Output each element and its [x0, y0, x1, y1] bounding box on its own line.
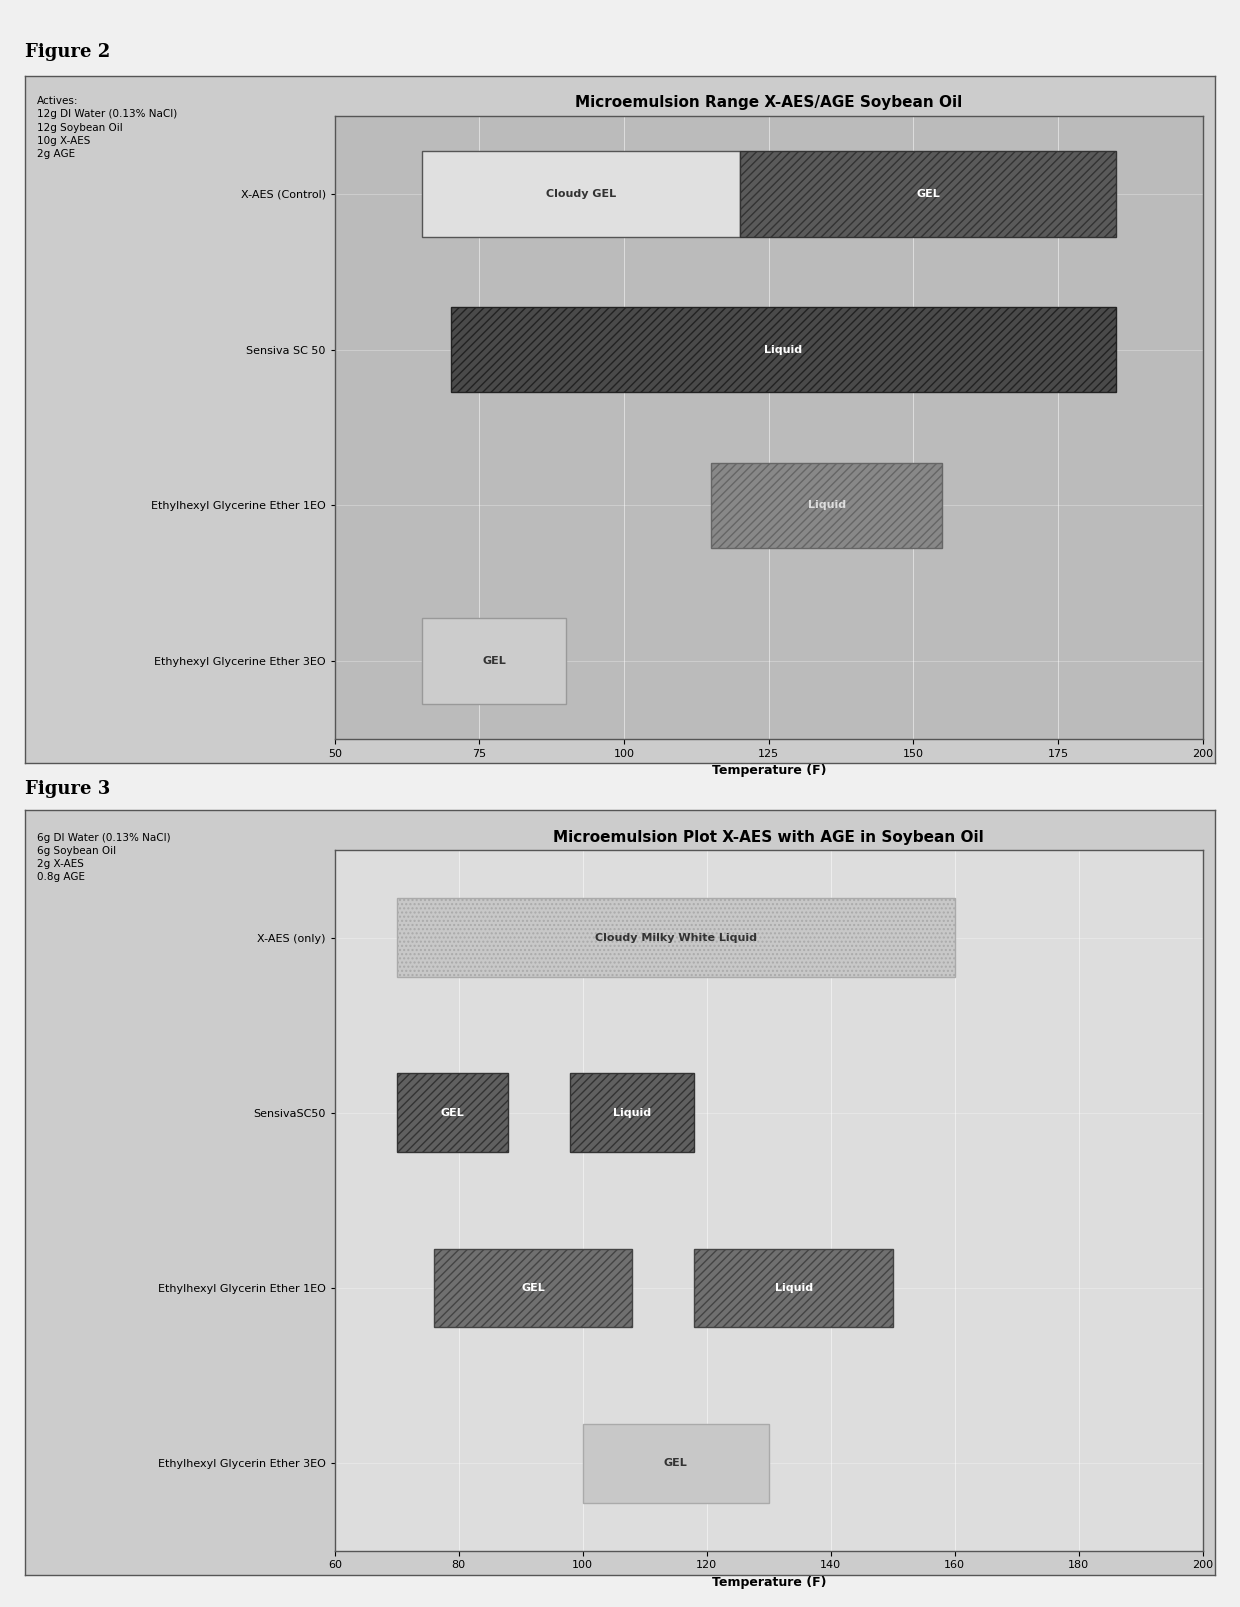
Bar — [397, 898, 955, 977]
Bar — [434, 1249, 632, 1327]
Bar — [450, 307, 1116, 392]
Bar — [694, 1249, 893, 1327]
Title: Microemulsion Range X-AES/AGE Soybean Oil: Microemulsion Range X-AES/AGE Soybean Oi… — [575, 95, 962, 111]
Bar — [397, 1073, 508, 1152]
Text: GEL: GEL — [916, 188, 940, 199]
Text: Figure 3: Figure 3 — [25, 779, 110, 799]
Bar — [422, 619, 567, 704]
Text: Liquid: Liquid — [807, 500, 846, 511]
Text: Figure 2: Figure 2 — [25, 43, 110, 61]
Text: Actives:
12g DI Water (0.13% NaCl)
12g Soybean Oil
10g X-AES
2g AGE: Actives: 12g DI Water (0.13% NaCl) 12g S… — [37, 96, 177, 159]
X-axis label: Temperature (F): Temperature (F) — [712, 765, 826, 778]
Text: 6g DI Water (0.13% NaCl)
6g Soybean Oil
2g X-AES
0.8g AGE: 6g DI Water (0.13% NaCl) 6g Soybean Oil … — [37, 832, 170, 882]
Text: GEL: GEL — [521, 1282, 546, 1294]
Text: GEL: GEL — [663, 1458, 688, 1469]
Bar — [583, 1424, 769, 1503]
Text: GEL: GEL — [440, 1107, 465, 1118]
Text: Cloudy Milky White Liquid: Cloudy Milky White Liquid — [595, 932, 756, 943]
Title: Microemulsion Plot X-AES with AGE in Soybean Oil: Microemulsion Plot X-AES with AGE in Soy… — [553, 829, 985, 845]
Bar — [740, 151, 1116, 236]
Text: Liquid: Liquid — [764, 344, 802, 355]
Text: Cloudy GEL: Cloudy GEL — [546, 188, 616, 199]
Bar — [570, 1073, 694, 1152]
Text: Liquid: Liquid — [775, 1282, 812, 1294]
Text: GEL: GEL — [482, 656, 506, 667]
Bar — [422, 151, 740, 236]
X-axis label: Temperature (F): Temperature (F) — [712, 1576, 826, 1589]
Text: Liquid: Liquid — [614, 1107, 651, 1118]
Bar — [711, 463, 942, 548]
